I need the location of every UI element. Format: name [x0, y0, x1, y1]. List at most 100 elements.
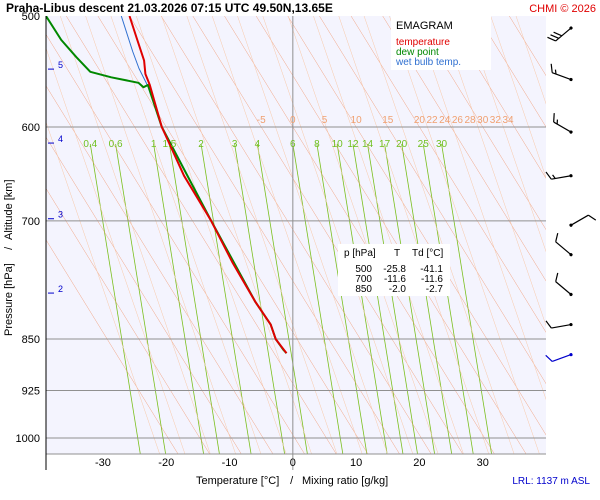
dry-adiabat-line — [445, 16, 546, 179]
moist-adiabat-line — [186, 16, 338, 454]
wind-barb-station — [569, 130, 573, 134]
moist-adiabat-line — [211, 16, 363, 454]
mixing-ratio-label: 4 — [255, 139, 261, 150]
mixing-ratio-label: 12 — [347, 139, 359, 150]
table-header-td: Td [°C] — [412, 248, 443, 259]
wind-barb-half-flag — [556, 119, 559, 125]
dry-adiabat-line — [255, 16, 527, 454]
dry-adiabat-line — [414, 16, 546, 231]
wind-barb-staff — [552, 354, 572, 363]
wind-barb-flag — [550, 63, 553, 73]
wind-barb — [547, 26, 573, 42]
wind-barb-station — [569, 353, 573, 357]
wind-barb-station — [569, 322, 573, 327]
table-header-t: T — [394, 248, 400, 259]
wind-barb-flag — [553, 113, 555, 123]
chart-title: Praha-Libus descent 21.03.2026 07:15 UTC… — [6, 1, 333, 15]
dry-adiabat-line — [46, 188, 210, 454]
table-header-p: p [hPa] — [344, 248, 376, 259]
copyright-label: CHMI © 2026 — [529, 3, 596, 15]
wind-barb-staff — [555, 241, 572, 256]
wind-barb — [555, 232, 573, 257]
moist-adiabat-line — [85, 16, 236, 454]
wind-barbs — [545, 26, 597, 363]
mixing-ratio-label: 17 — [379, 139, 391, 150]
pressure-tick-label: 600 — [22, 122, 40, 134]
wind-barb-station — [569, 77, 573, 82]
dry-adiabat-line — [477, 16, 546, 128]
pressure-tick-label: 500 — [22, 11, 40, 23]
temperature-tick-label: -20 — [158, 457, 174, 469]
table-row: 850 -2.0 -2.7 — [355, 284, 443, 295]
moist-adiabat-line — [389, 16, 540, 454]
table-cell: -11.6 — [421, 274, 443, 285]
wind-barb-station — [569, 253, 573, 257]
wind-barb-flag — [587, 214, 597, 221]
isotherm-label: -5 — [257, 115, 266, 126]
moist-adiabat-line — [262, 16, 414, 454]
mixing-ratio-line — [316, 143, 368, 454]
mixing-ratio-line — [367, 143, 418, 454]
moist-adiabat-line — [46, 47, 186, 454]
wind-barb — [545, 171, 573, 180]
isotherm-lines — [46, 16, 546, 454]
mixing-ratio-line — [352, 143, 404, 454]
moist-adiabat-line — [363, 16, 515, 454]
dry-adiabat-line — [287, 16, 546, 436]
mixing-ratio-line — [336, 143, 388, 454]
mixing-ratio-line — [200, 143, 252, 454]
pressure-tick-label: 850 — [22, 334, 40, 346]
moist-adiabat-line — [439, 16, 546, 327]
mixing-ratio-lines — [89, 143, 492, 454]
table-cell: 850 — [355, 284, 372, 295]
moist-adiabat-line — [287, 16, 439, 454]
temperature-tick-label: -30 — [95, 457, 111, 469]
wind-barb-station — [569, 174, 573, 178]
isotherm-label: 15 — [382, 115, 394, 126]
table-row: 700 -11.6 -11.6 — [355, 274, 443, 285]
mixing-ratio-label: 3 — [232, 139, 238, 150]
wind-barb-staff — [570, 214, 589, 226]
temperature-curve — [128, 16, 288, 354]
mixing-ratio-line — [115, 143, 167, 454]
mixing-ratio-label: 10 — [332, 139, 344, 150]
moist-adiabat-line — [313, 16, 464, 454]
wind-barb-flag — [545, 320, 552, 329]
legend-wet-bulb: wet bulb temp. — [395, 57, 461, 68]
table-cell: -2.7 — [426, 284, 444, 295]
mixing-ratio-line — [169, 143, 220, 454]
wind-barb-flag — [555, 272, 559, 282]
temperature-tick-label: 0 — [290, 457, 296, 469]
wind-barb-half-flag — [552, 174, 556, 179]
mixing-ratio-line — [89, 143, 141, 454]
temperature-tick-label: 10 — [350, 457, 362, 469]
wind-barb-staff — [553, 121, 572, 133]
moist-adiabat-line — [414, 16, 546, 401]
temperature-tick-label: 20 — [413, 457, 425, 469]
background-line-labels: -5 0 5 10 15 20 22 24 26 28 30 32 340.4 0.6 1 1.5 2 3 4 6 8 1… — [83, 115, 514, 150]
moist-adiabat-line — [515, 16, 546, 105]
table-cell: -25.8 — [383, 264, 406, 275]
dry-adiabat-line — [224, 16, 495, 454]
mixing-ratio-label: 25 — [418, 139, 430, 150]
wet-bulb-curve — [120, 16, 148, 86]
mixing-ratio-label: 1.5 — [162, 139, 176, 150]
legend-temperature: temperature — [396, 37, 450, 48]
wind-barb — [553, 113, 573, 134]
pressure-tick-label: 925 — [22, 386, 40, 398]
mixing-ratio-line — [422, 143, 474, 454]
mixing-ratio-line — [256, 143, 308, 454]
sounding-series — [46, 16, 288, 354]
mixing-ratio-label: 1 — [151, 139, 157, 150]
wind-barb — [545, 353, 573, 363]
wind-barb-staff — [555, 281, 572, 295]
mixing-ratio-line — [153, 143, 204, 454]
wind-barb — [550, 63, 573, 82]
mixing-ratio-label: 14 — [362, 139, 374, 150]
isotherm-label: 30 — [477, 115, 489, 126]
wind-barb-flag — [550, 34, 559, 39]
legend-dew-point: dew point — [396, 47, 439, 58]
altitude-tick-label: 4 — [58, 134, 63, 144]
y-axis-label-altitude: Altitude [km] — [3, 179, 15, 240]
station-elevation-label: LRL: 1137 m ASL — [512, 476, 590, 487]
